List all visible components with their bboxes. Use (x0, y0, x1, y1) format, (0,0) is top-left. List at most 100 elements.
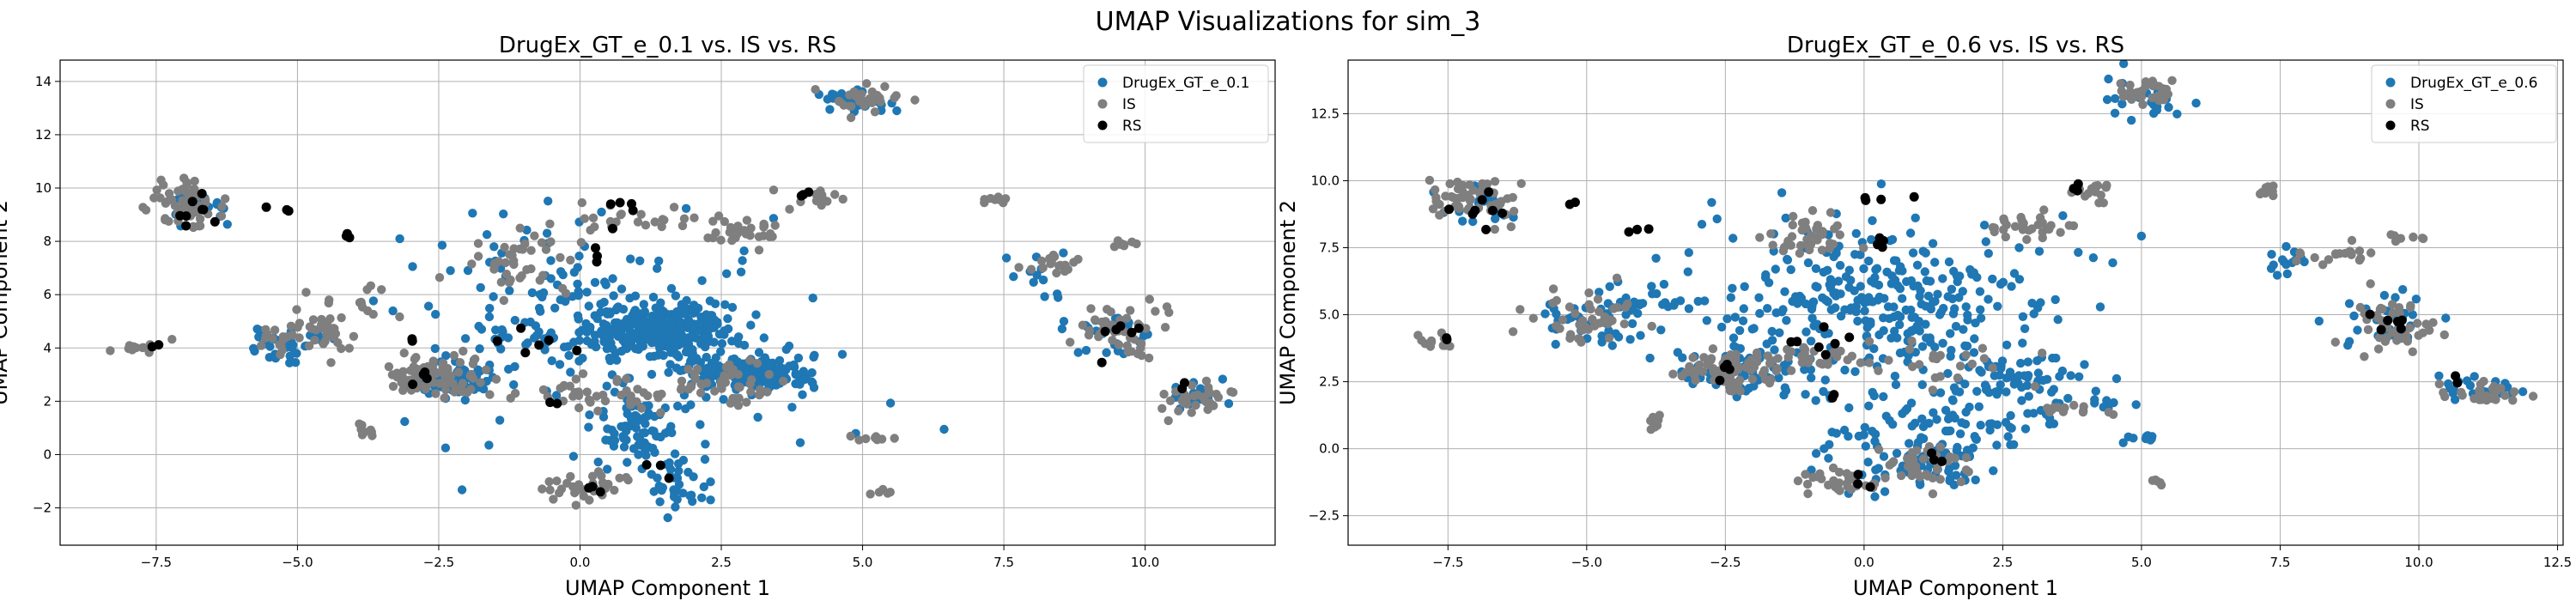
point-DrugEx_GT_e_0.1 (766, 363, 775, 373)
point-DrugEx_GT_e_0.6 (2164, 102, 2173, 112)
point-DrugEx_GT_e_0.1 (648, 292, 659, 302)
point-DrugEx_GT_e_0.1 (633, 327, 642, 337)
point-DrugEx_GT_e_0.6 (1648, 289, 1657, 299)
point-IS (1528, 313, 1539, 323)
point-RS (552, 398, 562, 409)
point-IS (1571, 309, 1580, 319)
point-IS (846, 112, 856, 123)
point-DrugEx_GT_e_0.6 (2050, 294, 2060, 305)
point-DrugEx_GT_e_0.1 (709, 315, 720, 325)
point-DrugEx_GT_e_0.6 (1917, 414, 1927, 423)
point-DrugEx_GT_e_0.6 (1910, 313, 1919, 322)
point-DrugEx_GT_e_0.1 (807, 367, 817, 378)
point-IS (2378, 304, 2387, 314)
point-DrugEx_GT_e_0.6 (1840, 365, 1850, 375)
point-DrugEx_GT_e_0.6 (1856, 282, 1865, 291)
point-DrugEx_GT_e_0.1 (1073, 348, 1083, 357)
point-IS (384, 361, 394, 372)
point-IS (467, 259, 477, 269)
axes-frame (59, 59, 1276, 546)
y-tick-label: 12 (35, 127, 52, 143)
point-DrugEx_GT_e_0.6 (1735, 325, 1745, 336)
point-DrugEx_GT_e_0.1 (499, 209, 508, 219)
point-IS (431, 389, 440, 398)
point-DrugEx_GT_e_0.1 (696, 420, 705, 429)
point-IS (1509, 206, 1519, 216)
point-IS (2496, 384, 2506, 393)
point-DrugEx_GT_e_0.1 (630, 291, 641, 300)
point-IS (1589, 321, 1600, 331)
point-RS (1133, 323, 1144, 333)
point-DrugEx_GT_e_0.1 (252, 325, 262, 334)
point-DrugEx_GT_e_0.6 (1943, 426, 1953, 436)
point-RS (1624, 227, 1634, 237)
point-DrugEx_GT_e_0.1 (610, 428, 619, 439)
point-IS (1094, 332, 1103, 342)
point-DrugEx_GT_e_0.1 (753, 412, 762, 422)
point-IS (2132, 88, 2142, 98)
point-DrugEx_GT_e_0.6 (1826, 283, 1836, 293)
point-DrugEx_GT_e_0.6 (1836, 289, 1845, 299)
point-IS (582, 387, 592, 397)
point-IS (598, 480, 608, 489)
point-DrugEx_GT_e_0.6 (1879, 325, 1888, 336)
point-IS (1014, 263, 1024, 272)
point-DrugEx_GT_e_0.1 (653, 264, 662, 273)
legend-label: RS (1122, 118, 1142, 135)
point-IS (261, 325, 270, 334)
x-axis-label: UMAP Component 1 (565, 576, 770, 600)
point-DrugEx_GT_e_0.6 (1989, 466, 1998, 476)
point-DrugEx_GT_e_0.1 (577, 325, 586, 335)
point-IS (438, 361, 448, 371)
point-RS (1814, 342, 1824, 352)
point-IS (2292, 256, 2301, 266)
point-DrugEx_GT_e_0.6 (1895, 320, 1905, 330)
point-DrugEx_GT_e_0.6 (2117, 99, 2127, 109)
point-RS (641, 459, 652, 470)
point-DrugEx_GT_e_0.6 (1970, 334, 1979, 343)
point-DrugEx_GT_e_0.1 (825, 105, 835, 114)
point-IS (1802, 234, 1812, 244)
point-DrugEx_GT_e_0.1 (635, 309, 645, 319)
point-DrugEx_GT_e_0.6 (1844, 432, 1853, 441)
point-IS (866, 96, 875, 106)
point-IS (2440, 392, 2450, 402)
point-IS (1577, 337, 1586, 347)
point-DrugEx_GT_e_0.1 (669, 492, 679, 501)
point-DrugEx_GT_e_0.1 (665, 458, 674, 468)
point-DrugEx_GT_e_0.6 (1707, 197, 1716, 207)
point-DrugEx_GT_e_0.6 (1946, 329, 1955, 338)
point-RS (261, 202, 271, 212)
point-IS (473, 252, 483, 261)
point-DrugEx_GT_e_0.1 (601, 280, 611, 289)
point-IS (861, 434, 871, 444)
point-IS (677, 221, 688, 231)
point-DrugEx_GT_e_0.1 (682, 295, 691, 306)
point-IS (368, 431, 377, 440)
point-RS (1820, 349, 1831, 360)
point-DrugEx_GT_e_0.6 (1781, 213, 1790, 223)
point-DrugEx_GT_e_0.6 (1976, 421, 1985, 430)
point-DrugEx_GT_e_0.6 (2272, 270, 2282, 280)
point-DrugEx_GT_e_0.1 (654, 256, 664, 266)
point-DrugEx_GT_e_0.6 (1951, 321, 1961, 331)
point-DrugEx_GT_e_0.1 (544, 197, 553, 206)
point-IS (295, 319, 305, 328)
point-DrugEx_GT_e_0.1 (648, 443, 658, 453)
point-DrugEx_GT_e_0.6 (2282, 269, 2292, 279)
point-IS (1455, 203, 1464, 213)
point-DrugEx_GT_e_0.6 (2023, 357, 2032, 367)
point-DrugEx_GT_e_0.1 (584, 301, 593, 311)
point-IS (1188, 380, 1197, 390)
point-DrugEx_GT_e_0.6 (1912, 260, 1923, 270)
point-DrugEx_GT_e_0.6 (2020, 371, 2029, 380)
point-DrugEx_GT_e_0.6 (1807, 304, 1817, 314)
y-axis-label: UMAP Component 2 (1276, 200, 1300, 405)
point-DrugEx_GT_e_0.1 (489, 292, 498, 301)
point-DrugEx_GT_e_0.6 (2020, 424, 2031, 434)
point-DrugEx_GT_e_0.1 (608, 274, 617, 283)
point-DrugEx_GT_e_0.6 (1777, 188, 1787, 197)
point-DrugEx_GT_e_0.1 (645, 352, 655, 361)
point-IS (434, 273, 445, 282)
point-DrugEx_GT_e_0.6 (1933, 289, 1942, 299)
